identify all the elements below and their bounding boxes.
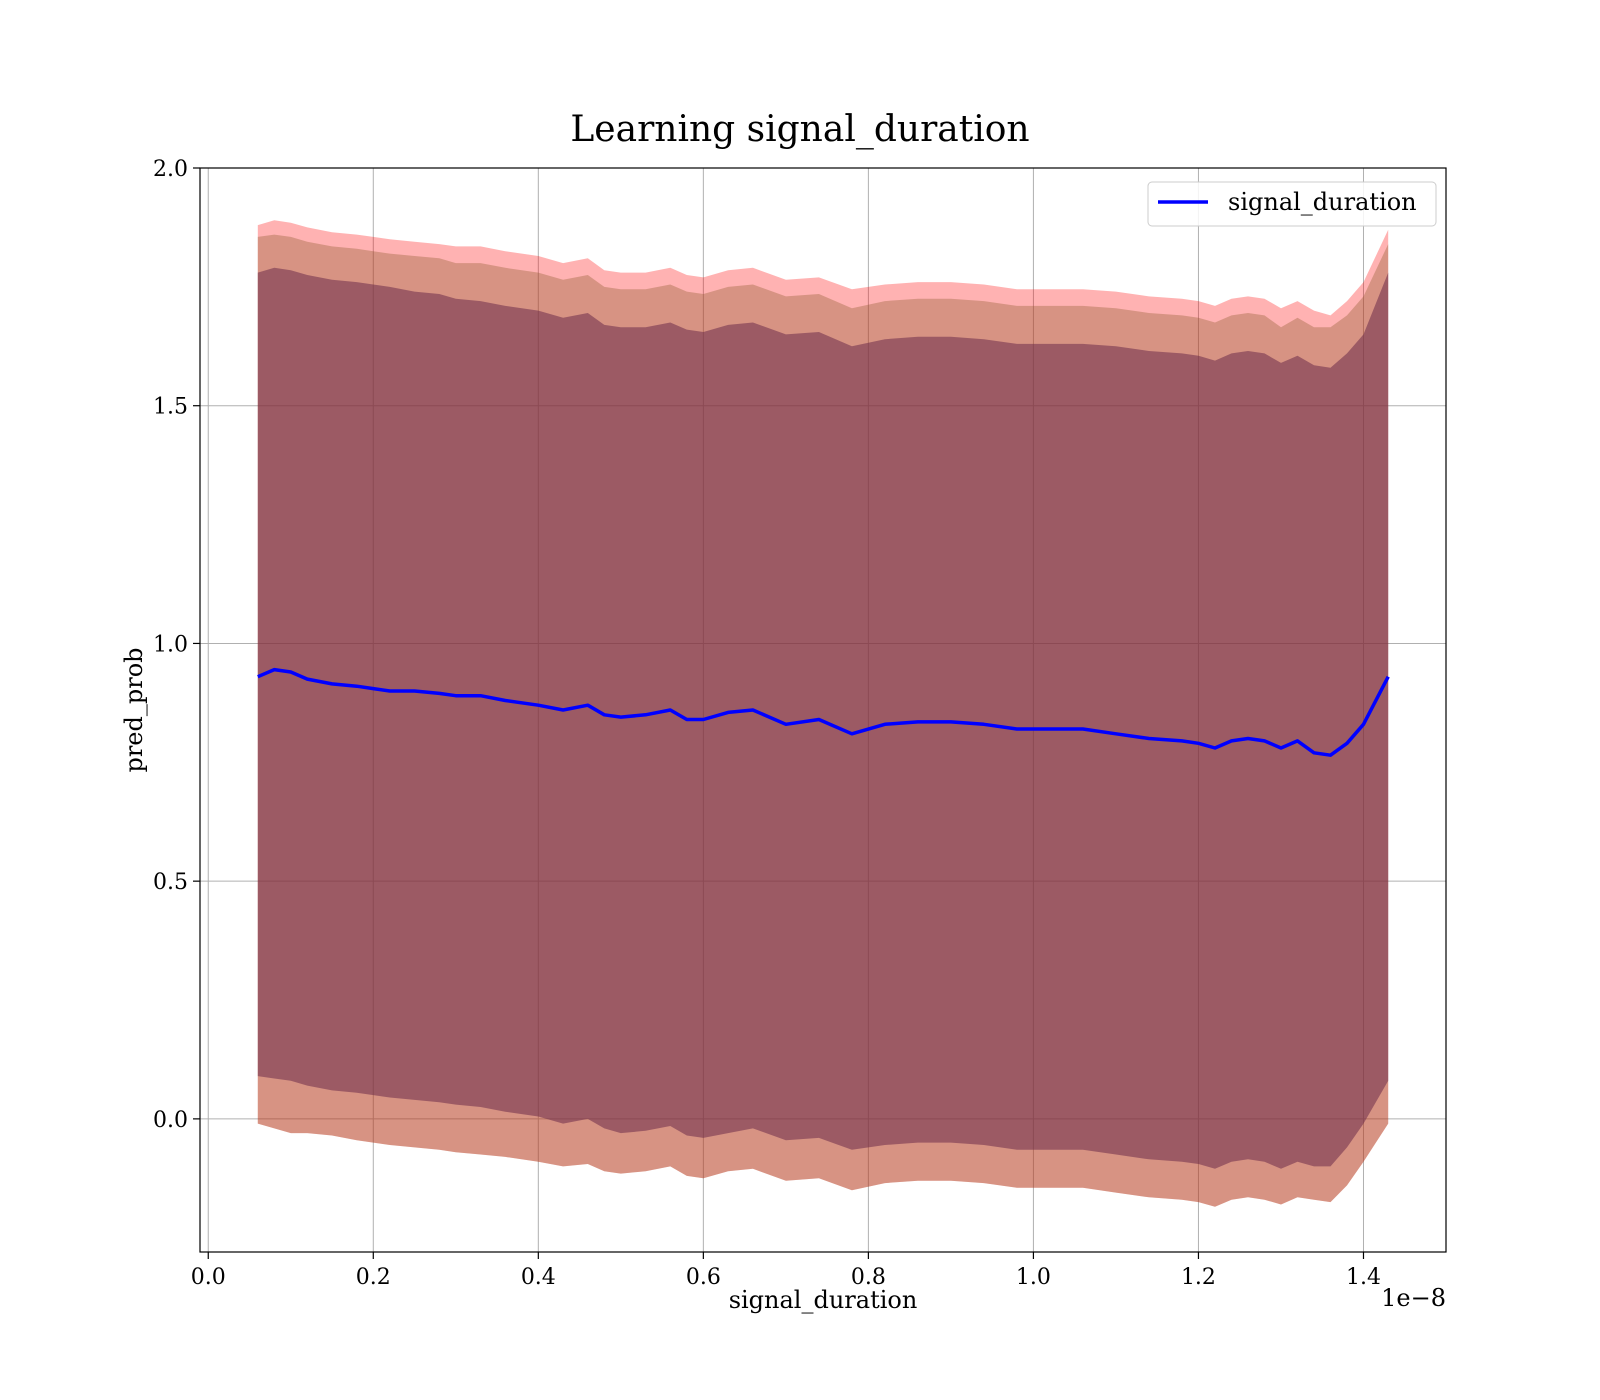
x-axis-offset-label: 1e−8 [1381, 1284, 1446, 1312]
legend-box [1147, 181, 1437, 227]
x-tick-label: 0.8 [851, 1265, 886, 1290]
x-tick-label: 0.2 [356, 1265, 391, 1290]
x-tick-label: 1.0 [1016, 1265, 1051, 1290]
y-axis-label: pred_prob [120, 647, 148, 772]
series-line [257, 667, 1390, 757]
x-axis-ticks: 0.0 0.2 0.4 0.6 0.8 1.0 1.2 1.4 [191, 1252, 1381, 1290]
y-tick-label: 1.0 [153, 632, 188, 657]
x-tick-label: 0.4 [521, 1265, 556, 1290]
chart-title: Learning signal_duration [570, 109, 1029, 150]
x-tick-label: 1.2 [1181, 1265, 1216, 1290]
band-inner [257, 267, 1389, 1169]
y-tick-label: 1.5 [153, 395, 188, 420]
confidence-bands [257, 220, 1389, 1207]
legend-entry-label: signal_duration [1228, 188, 1417, 216]
y-axis-ticks: 0.0 0.5 1.0 1.5 2.0 [153, 157, 200, 1133]
series-lines [257, 667, 1390, 757]
x-tick-label: 1.4 [1346, 1265, 1381, 1290]
y-tick-label: 0.5 [153, 870, 188, 895]
plot-frame [199, 167, 1447, 1253]
y-tick-label: 0.0 [153, 1108, 188, 1133]
legend: signal_duration [1147, 181, 1437, 227]
x-tick-label: 0.6 [686, 1265, 721, 1290]
x-tick-label: 0.0 [191, 1265, 226, 1290]
x-axis-label: signal_duration [729, 1286, 918, 1314]
y-tick-label: 2.0 [153, 157, 188, 182]
